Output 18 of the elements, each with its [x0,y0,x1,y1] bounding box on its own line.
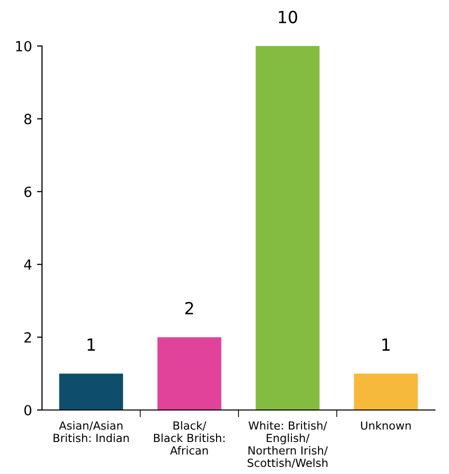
y-tick-label: 10 [16,40,32,52]
data-label: 1 [382,338,390,351]
x-tick-label: Black/ Black British: African [154,421,225,455]
data-label: 2 [185,302,194,314]
bar [157,337,222,410]
y-tick-label: 0 [24,404,32,416]
x-tick-label: Asian/Asian British: Indian [54,421,129,442]
bar [59,374,124,410]
y-tick-label: 4 [24,260,32,270]
y-tick-label: 2 [24,332,31,342]
x-tick-label: Unknown [361,421,411,430]
y-tick-label: 6 [24,186,32,198]
data-label: 10 [278,10,298,24]
bar [256,46,320,410]
y-tick-label: 8 [24,114,32,124]
x-tick-label: White: British/ English/ Northern Irish/ Scottish/Welsh [248,421,328,468]
bar [354,374,418,410]
data-label: 1 [88,338,95,351]
